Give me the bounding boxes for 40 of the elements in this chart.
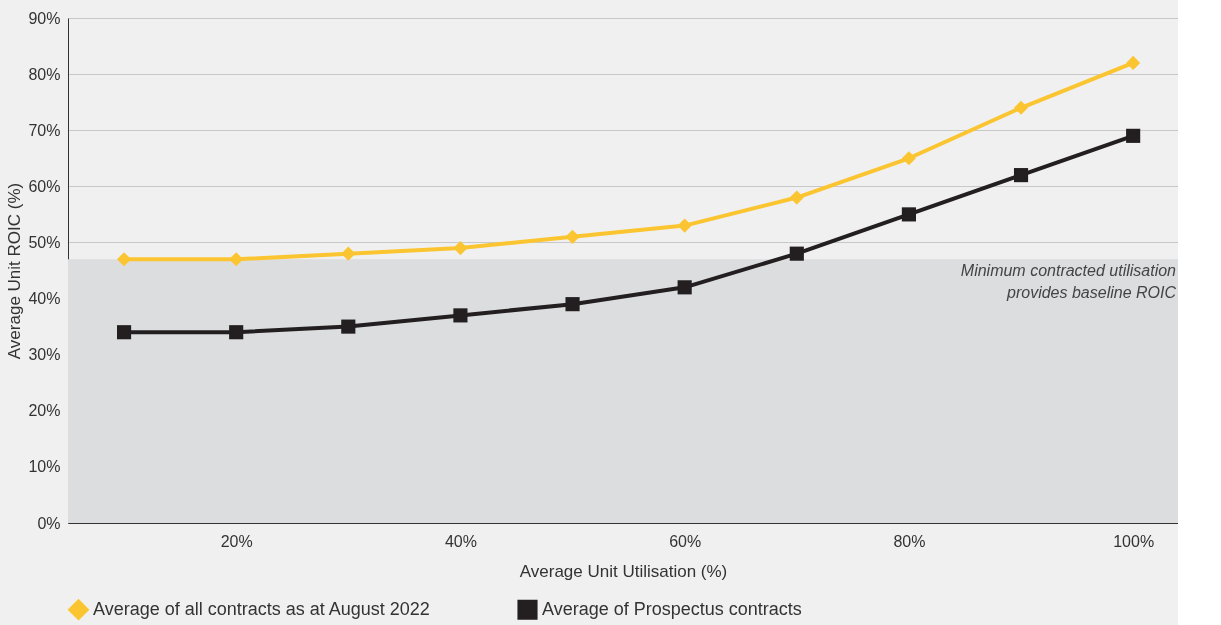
- legend-label: Average of Prospectus contracts: [542, 598, 802, 619]
- point: [901, 207, 916, 222]
- point: [341, 319, 356, 334]
- point: [565, 297, 580, 312]
- point: [1013, 100, 1029, 115]
- point: [1126, 128, 1141, 143]
- legend-label: Average of all contracts as at August 2022: [93, 598, 430, 619]
- point: [789, 190, 804, 205]
- x-tick-label: 40%: [444, 532, 477, 550]
- point: [341, 246, 356, 261]
- point: [1013, 168, 1029, 183]
- point: [453, 308, 468, 323]
- y-tick-label: 50%: [28, 233, 61, 251]
- point: [677, 280, 692, 295]
- point: [677, 218, 692, 233]
- x-tick-label: 60%: [669, 532, 702, 550]
- point: [1126, 55, 1141, 70]
- y-tick-label: 70%: [28, 121, 61, 139]
- y-tick-label: 30%: [28, 346, 61, 364]
- y-tick-label: 0%: [37, 514, 61, 532]
- point: [116, 252, 132, 267]
- y-axis-title: Average Unit ROIC (%): [5, 182, 25, 360]
- y-tick-label: 80%: [28, 65, 61, 83]
- y-tick-label: 90%: [28, 9, 61, 27]
- point: [901, 151, 916, 166]
- x-tick-label: 20%: [220, 532, 253, 550]
- x-tick-label: 100%: [1113, 532, 1155, 550]
- y-tick-label: 10%: [28, 458, 61, 476]
- point: [229, 325, 244, 340]
- x-axis-title: Average Unit Utilisation (%): [519, 561, 728, 581]
- point: [229, 252, 244, 267]
- point: [116, 325, 132, 340]
- y-tick-label: 40%: [28, 290, 61, 308]
- point: [565, 229, 580, 244]
- band-label: Minimum contracted utilisation provides baseline ROIC: [960, 262, 1177, 302]
- point: [453, 240, 468, 256]
- point: [789, 246, 804, 261]
- y-tick-label: 60%: [28, 177, 61, 195]
- x-tick-label: 80%: [893, 532, 926, 550]
- y-tick-label: 20%: [28, 402, 61, 420]
